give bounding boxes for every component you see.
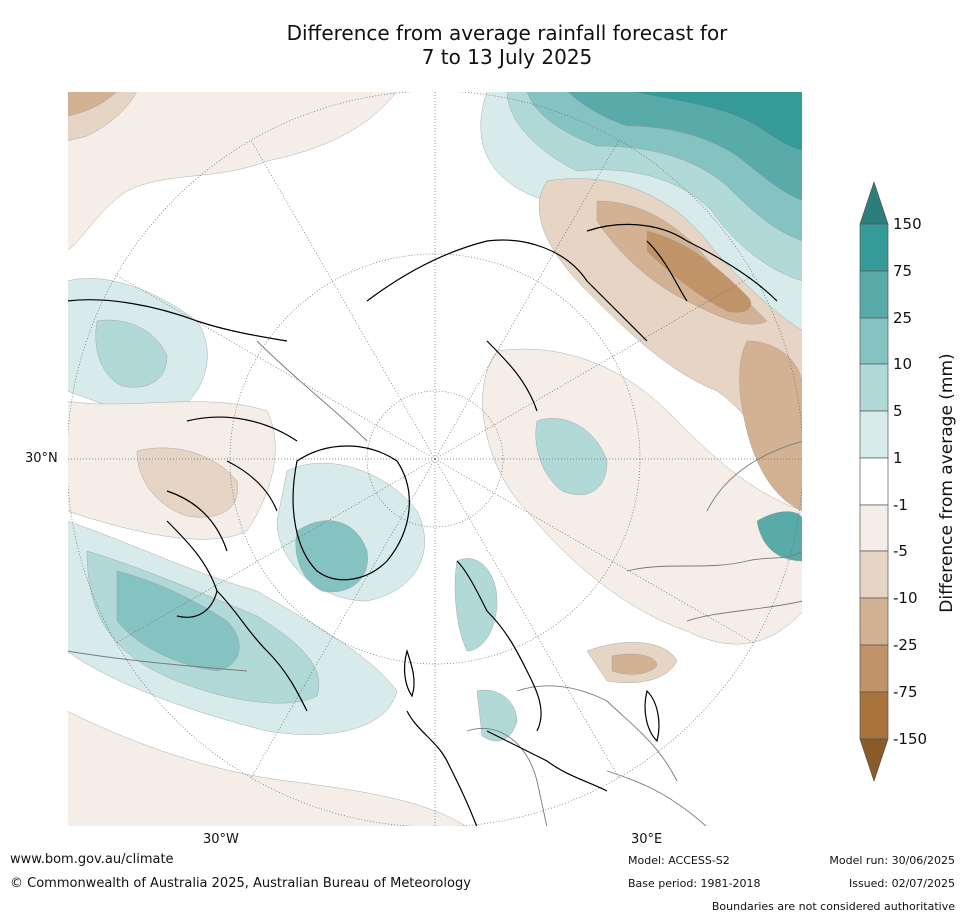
- lat-circle-80: [366, 390, 504, 528]
- colorbar-tick-label: 1: [893, 449, 903, 467]
- colorbar: [855, 180, 935, 785]
- boundary-europe-east: [516, 685, 678, 782]
- map-title: Difference from average rainfall forecas…: [0, 21, 965, 69]
- meridian-60w: [115, 458, 436, 644]
- boundary-russia-kazakhstan: [626, 550, 803, 572]
- website-link[interactable]: www.bom.gov.au/climate: [10, 852, 174, 867]
- wet-anomaly-atlantic-core: [116, 570, 240, 672]
- colorbar-bin-25-to-75: [859, 270, 889, 319]
- coastline-taymyr: [486, 340, 538, 412]
- colorbar-bin-75-to-150: [859, 223, 889, 272]
- meridian-120e: [434, 274, 755, 460]
- colorbar-top-extension: [859, 180, 889, 225]
- boundary-canada-usa: [67, 650, 248, 672]
- coastline-kamchatka: [586, 223, 778, 302]
- model-run-info: Model run: 30/06/2025: [829, 854, 955, 867]
- map-title-line2: 7 to 13 July 2025: [421, 45, 593, 69]
- colorbar-bin-5-to-10: [859, 363, 889, 412]
- colorbar-label: Difference from average (mm): [937, 353, 957, 613]
- coastline-hudson-bay: [166, 520, 218, 618]
- colorbar-tick-label: -75: [893, 683, 918, 701]
- coastline-north-america-east: [216, 590, 308, 712]
- boundary-alaska-canada: [256, 340, 368, 442]
- issued-date: Issued: 02/07/2025: [848, 877, 955, 890]
- boundary-middle-east: [606, 770, 708, 827]
- coastlines: [67, 223, 778, 827]
- colorbar-bin-1-to-5: [859, 410, 889, 459]
- latitude-label-30n: 30°N: [25, 451, 58, 466]
- wet-anomaly-greenland-core: [295, 520, 368, 593]
- meridian-30e: [434, 458, 620, 779]
- meridian-150w: [250, 139, 436, 460]
- meridian-120w: [115, 274, 436, 460]
- coastline-greenland: [292, 445, 410, 581]
- colorbar-tick-label: -1: [893, 496, 908, 514]
- colorbar-tick-label: 75: [893, 262, 913, 280]
- model-info: Model: ACCESS-S2: [628, 854, 730, 867]
- anomaly-fields: [67, 91, 803, 827]
- dry-anomaly-north-pacific: [67, 91, 398, 252]
- wet-anomaly-siberia: [535, 418, 608, 495]
- copyright-text: © Commonwealth of Australia 2025, Austra…: [10, 876, 471, 891]
- graticule: [67, 91, 803, 827]
- coastline-canada-arctic: [166, 416, 298, 552]
- colorbar-tick-label: -10: [893, 589, 918, 607]
- wet-anomaly-bering-peak: [626, 91, 803, 152]
- colorbar-tick-label: 5: [893, 402, 903, 420]
- dry-anomaly-hudson: [136, 447, 238, 518]
- colorbar-tick-label: 10: [893, 355, 913, 373]
- coastline-europe: [406, 710, 478, 827]
- colorbar-bottom-extension: [859, 738, 889, 783]
- colorbar-bin-10-to-25: [859, 317, 889, 365]
- coastline-mediterranean: [486, 730, 608, 792]
- coastline-alaska-north: [67, 299, 288, 342]
- wet-anomaly-canada-core: [95, 319, 168, 388]
- coastline-siberia-arctic: [366, 239, 648, 342]
- dry-anomaly-east-siberia-core: [646, 230, 752, 313]
- dry-anomaly-east-europe-core: [611, 653, 658, 675]
- base-period-info: Base period: 1981-2018: [628, 877, 761, 890]
- colorbar-tick-label: -25: [893, 636, 918, 654]
- dry-anomaly-south-atlantic: [67, 710, 468, 827]
- boundary-europe-central: [466, 728, 548, 827]
- colorbar-tick-label: 150: [893, 215, 922, 233]
- colorbar-bin-minus75-to-minus150: [859, 691, 889, 740]
- map-title-line1: Difference from average rainfall forecas…: [286, 21, 728, 45]
- near-average-arctic: [386, 398, 477, 487]
- boundary-russia-china: [706, 440, 803, 512]
- coastline-scandinavia: [456, 560, 542, 732]
- coastline-okhotsk: [646, 240, 688, 302]
- wet-anomaly-east-asia: [756, 511, 803, 562]
- longitude-label-30w: 30°W: [203, 832, 239, 847]
- colorbar-bin-neutral: [859, 457, 889, 506]
- coastline-caspian: [644, 689, 660, 743]
- colorbar-bin-minus1-to-minus5: [859, 504, 889, 552]
- colorbar-tick-label: -150: [893, 730, 928, 748]
- colorbar-bin-minus5-to-minus10: [859, 550, 889, 599]
- dry-anomaly-east-asia: [739, 340, 803, 512]
- country-boundaries: [67, 340, 803, 827]
- colorbar-tick-label: 25: [893, 309, 913, 327]
- colorbar-tick-label: -5: [893, 542, 908, 560]
- meridian-60e: [434, 458, 755, 644]
- colorbar-bin-minus10-to-minus25: [859, 597, 889, 646]
- colorbar-bin-minus25-to-minus75: [859, 644, 889, 693]
- meridian-30w: [250, 458, 436, 779]
- meridian-150e: [434, 139, 620, 460]
- wet-anomaly-scandinavia: [454, 558, 498, 652]
- longitude-label-30e: 30°E: [631, 832, 663, 847]
- boundaries-disclaimer: Boundaries are not considered authoritat…: [711, 900, 955, 913]
- coastline-british-isles: [403, 648, 415, 698]
- rainfall-map: [67, 91, 803, 827]
- boundary-china-mongolia: [686, 600, 803, 622]
